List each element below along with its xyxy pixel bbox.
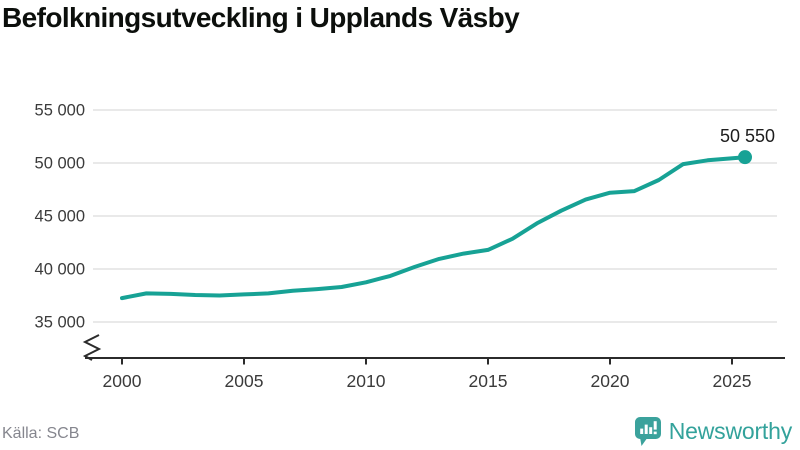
latest-value-label: 50 550 bbox=[720, 126, 775, 146]
x-axis-tick-label: 2025 bbox=[713, 371, 752, 391]
newsworthy-logo: Newsworthy bbox=[634, 415, 792, 447]
y-axis-tick-label: 45 000 bbox=[35, 208, 85, 226]
y-axis-tick-label: 35 000 bbox=[35, 314, 85, 332]
axis-break-zigzag bbox=[82, 334, 102, 361]
x-axis-tick-label: 2000 bbox=[103, 371, 142, 391]
source-note: Källa: SCB bbox=[2, 425, 80, 442]
newsworthy-speech-bubble-barchart-icon bbox=[634, 416, 661, 446]
page-title: Befolkningsutveckling i Upplands Väsby bbox=[2, 2, 520, 33]
x-axis-tick-label: 2010 bbox=[347, 371, 386, 391]
y-axis-tick-label: 40 000 bbox=[35, 261, 85, 279]
latest-value-dot bbox=[738, 150, 752, 165]
x-axis-tick-label: 2020 bbox=[591, 371, 630, 391]
population-line bbox=[120, 155, 747, 301]
x-axis-tick-label: 2015 bbox=[469, 371, 508, 391]
y-axis-tick-label: 55 000 bbox=[35, 102, 85, 120]
x-axis-tick-label: 2005 bbox=[225, 371, 264, 391]
newsworthy-wordmark: Newsworthy bbox=[668, 417, 792, 444]
y-axis-tick-label: 50 000 bbox=[35, 155, 85, 173]
